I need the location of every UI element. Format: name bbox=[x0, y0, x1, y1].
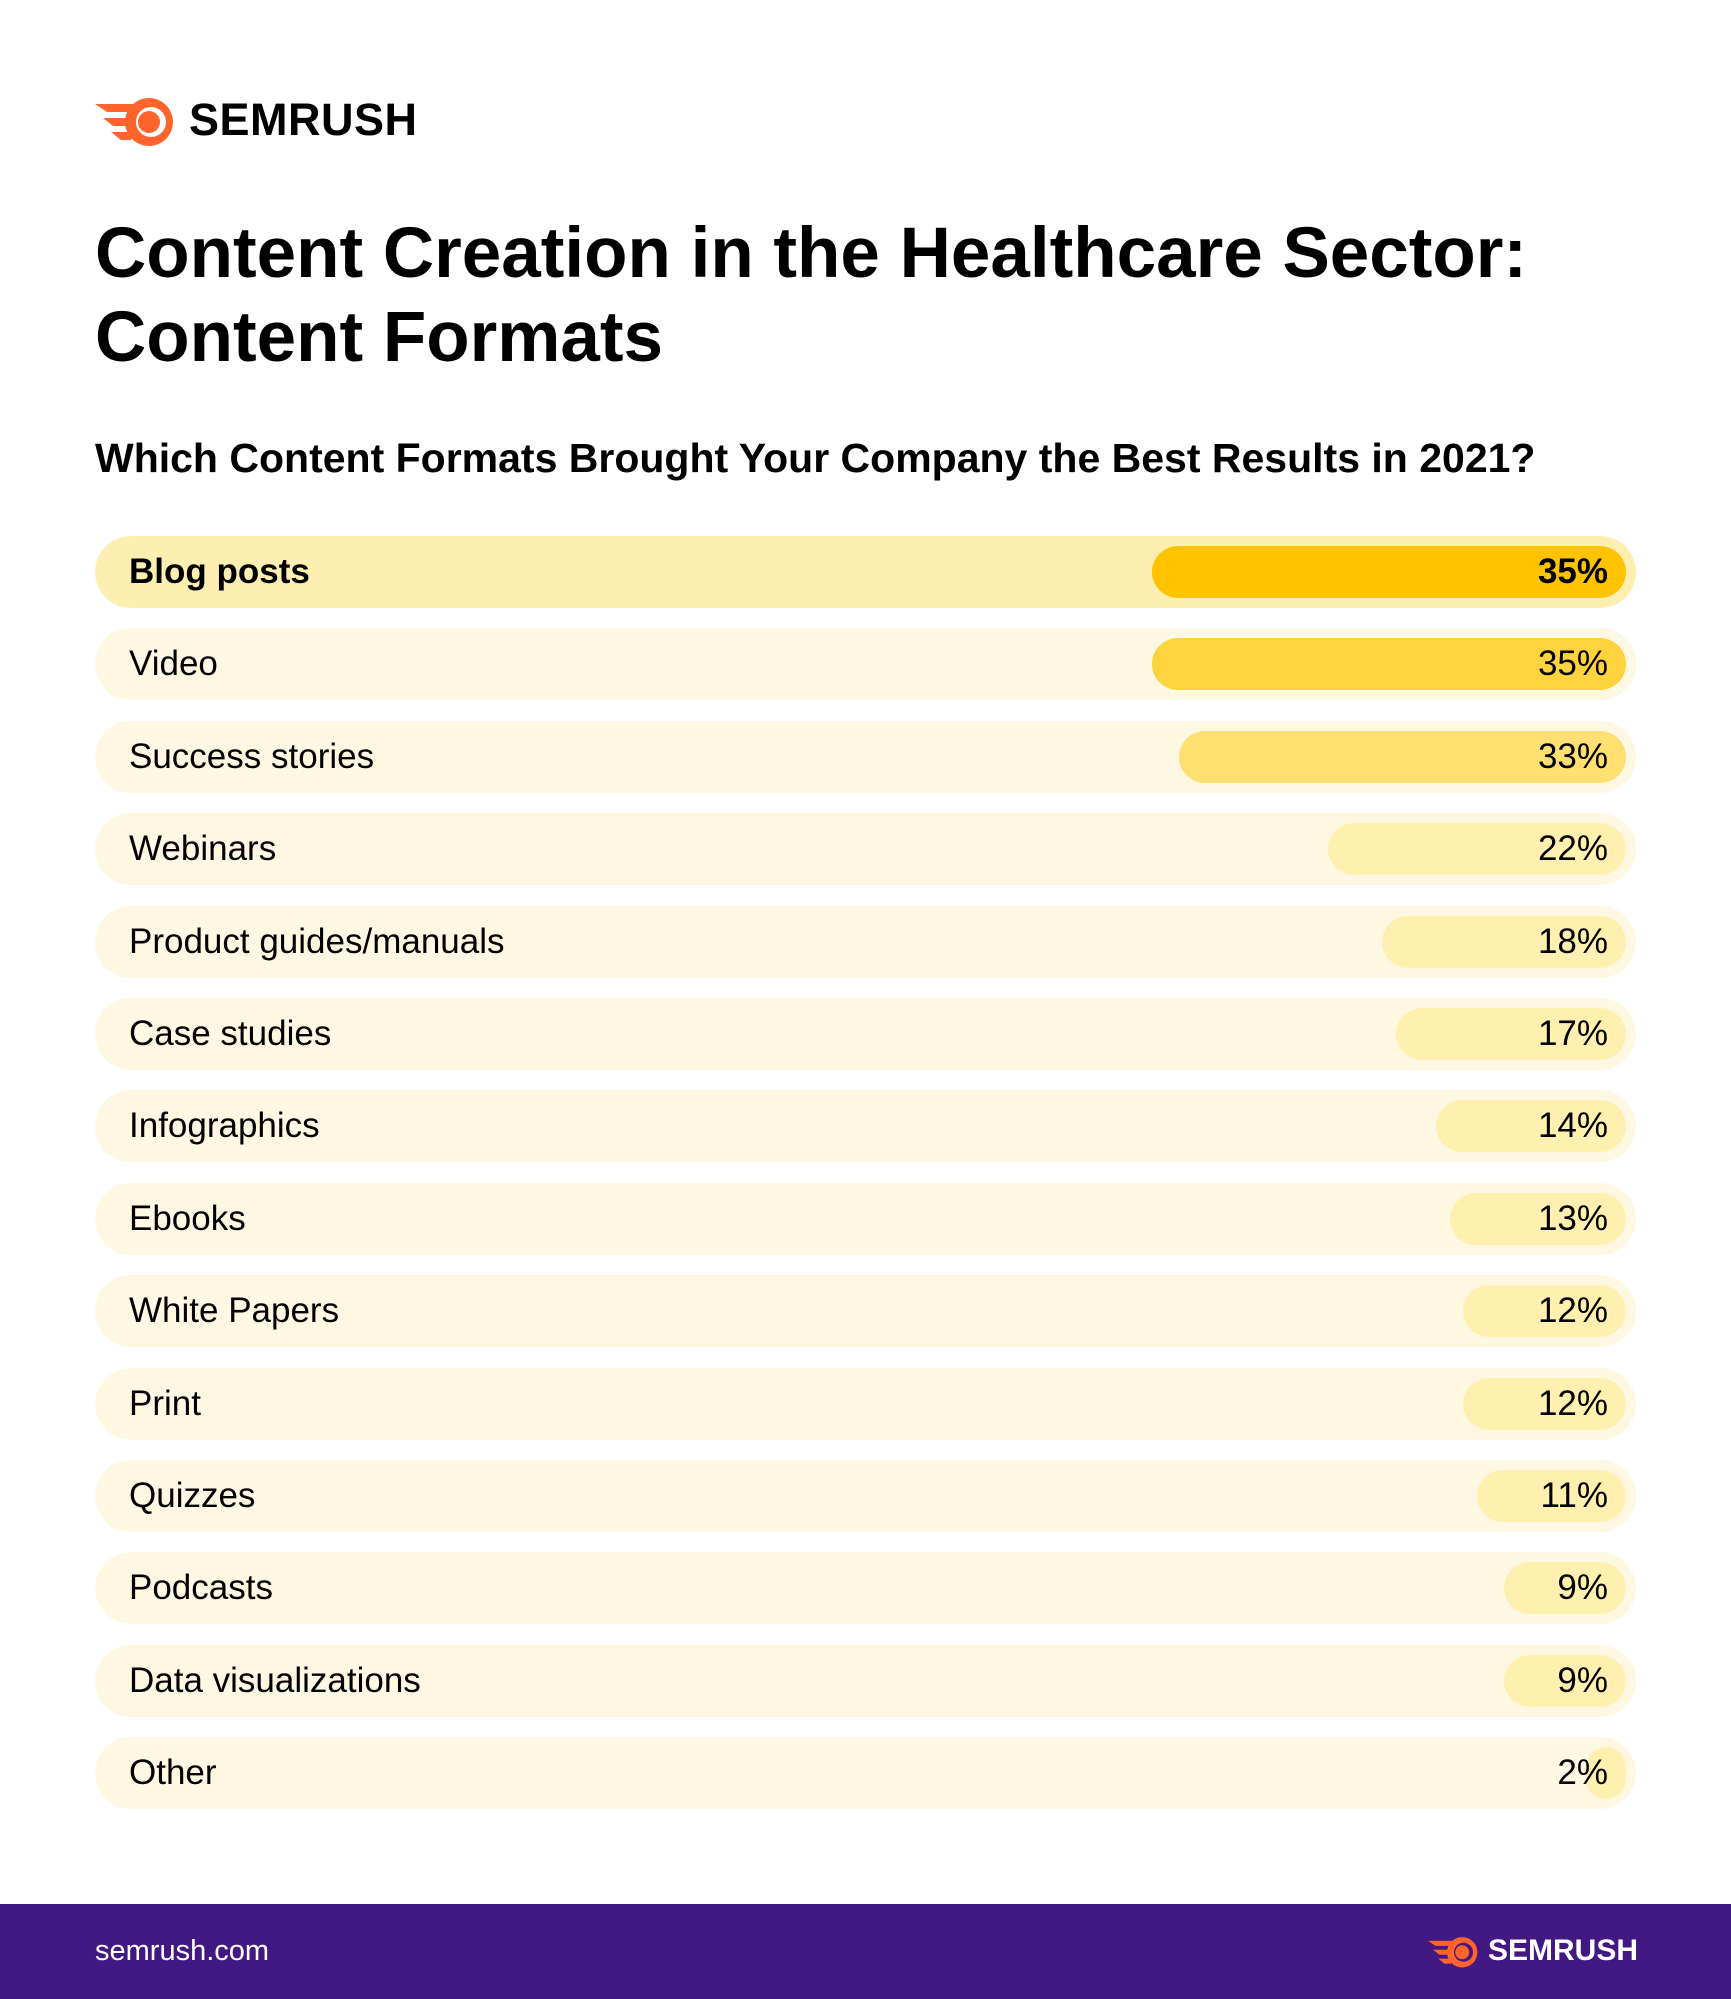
semrush-flame-icon bbox=[1428, 1937, 1478, 1968]
bar bbox=[1395, 1008, 1626, 1060]
bar-row: Data visualizations 9% bbox=[95, 1645, 1636, 1717]
bar bbox=[1586, 1747, 1626, 1799]
bar-row: White Papers 12% bbox=[95, 1275, 1636, 1347]
value-label: 14% bbox=[1537, 1106, 1608, 1145]
bar bbox=[1152, 546, 1626, 598]
value-label: 9% bbox=[1557, 1661, 1608, 1700]
semrush-logo: SEMRUSH bbox=[93, 90, 418, 150]
value-label: 9% bbox=[1557, 1568, 1608, 1607]
bar-row: Case studies 17% bbox=[95, 998, 1636, 1070]
category-label: Data visualizations bbox=[129, 1661, 421, 1700]
bar bbox=[1463, 1285, 1626, 1337]
category-label: Video bbox=[129, 644, 218, 683]
bar bbox=[1504, 1655, 1626, 1707]
value-label: 22% bbox=[1537, 829, 1608, 868]
value-label: 35% bbox=[1537, 644, 1608, 683]
value-label: 13% bbox=[1537, 1199, 1608, 1238]
bar-row: Podcasts 9% bbox=[95, 1552, 1636, 1624]
bar-row: Print 12% bbox=[95, 1368, 1636, 1440]
category-label: Case studies bbox=[129, 1014, 332, 1053]
category-label: Quizzes bbox=[129, 1476, 256, 1515]
semrush-wordmark: SEMRUSH bbox=[189, 94, 418, 145]
semrush-flame-icon bbox=[95, 98, 173, 146]
value-label: 18% bbox=[1537, 922, 1608, 961]
bar bbox=[1382, 916, 1626, 968]
bar bbox=[1477, 1470, 1626, 1522]
bar bbox=[1328, 823, 1626, 875]
category-label: Product guides/manuals bbox=[129, 922, 505, 961]
value-label: 12% bbox=[1537, 1291, 1608, 1330]
category-label: Success stories bbox=[129, 737, 375, 776]
value-label: 35% bbox=[1537, 552, 1608, 591]
bar bbox=[1504, 1562, 1626, 1614]
value-label: 11% bbox=[1540, 1476, 1608, 1515]
category-label: Infographics bbox=[129, 1106, 320, 1145]
bar bbox=[1179, 731, 1626, 783]
category-label: Blog posts bbox=[129, 552, 310, 591]
page-title: Content Creation in the Healthcare Secto… bbox=[95, 214, 1528, 377]
value-label: 17% bbox=[1537, 1014, 1608, 1053]
bar-row: Product guides/manuals 18% bbox=[95, 906, 1636, 978]
value-label: 2% bbox=[1557, 1753, 1608, 1792]
category-label: Ebooks bbox=[129, 1199, 246, 1238]
bar-row: Infographics 14% bbox=[95, 1090, 1636, 1162]
footer-url: semrush.com bbox=[95, 1935, 270, 1967]
bar-row: Video 35% bbox=[95, 628, 1636, 700]
bar bbox=[1463, 1378, 1626, 1430]
footer-bar: semrush.com SEMRUSH bbox=[0, 1904, 1731, 1999]
chart-subtitle: Which Content Formats Brought Your Compa… bbox=[95, 435, 1536, 481]
value-label: 12% bbox=[1537, 1384, 1608, 1423]
value-label: 33% bbox=[1537, 737, 1608, 776]
category-label: Podcasts bbox=[129, 1568, 273, 1607]
bar-row: Success stories 33% bbox=[95, 721, 1636, 793]
bar bbox=[1449, 1193, 1626, 1245]
footer-semrush-wordmark: SEMRUSH bbox=[1487, 1934, 1638, 1967]
category-label: Webinars bbox=[129, 829, 277, 868]
bar bbox=[1152, 638, 1626, 690]
bar-row: Other 2% bbox=[95, 1737, 1636, 1809]
category-label: White Papers bbox=[129, 1291, 340, 1330]
bar bbox=[1436, 1100, 1626, 1152]
bar-row: Ebooks 13% bbox=[95, 1183, 1636, 1255]
category-label: Print bbox=[129, 1384, 201, 1423]
footer-semrush-logo: SEMRUSH bbox=[1426, 1932, 1638, 1970]
bar-row: Webinars 22% bbox=[95, 813, 1636, 885]
bar-row: Blog posts 35% bbox=[95, 536, 1636, 608]
category-label: Other bbox=[129, 1753, 217, 1792]
bar-row: Quizzes 11% bbox=[95, 1460, 1636, 1532]
